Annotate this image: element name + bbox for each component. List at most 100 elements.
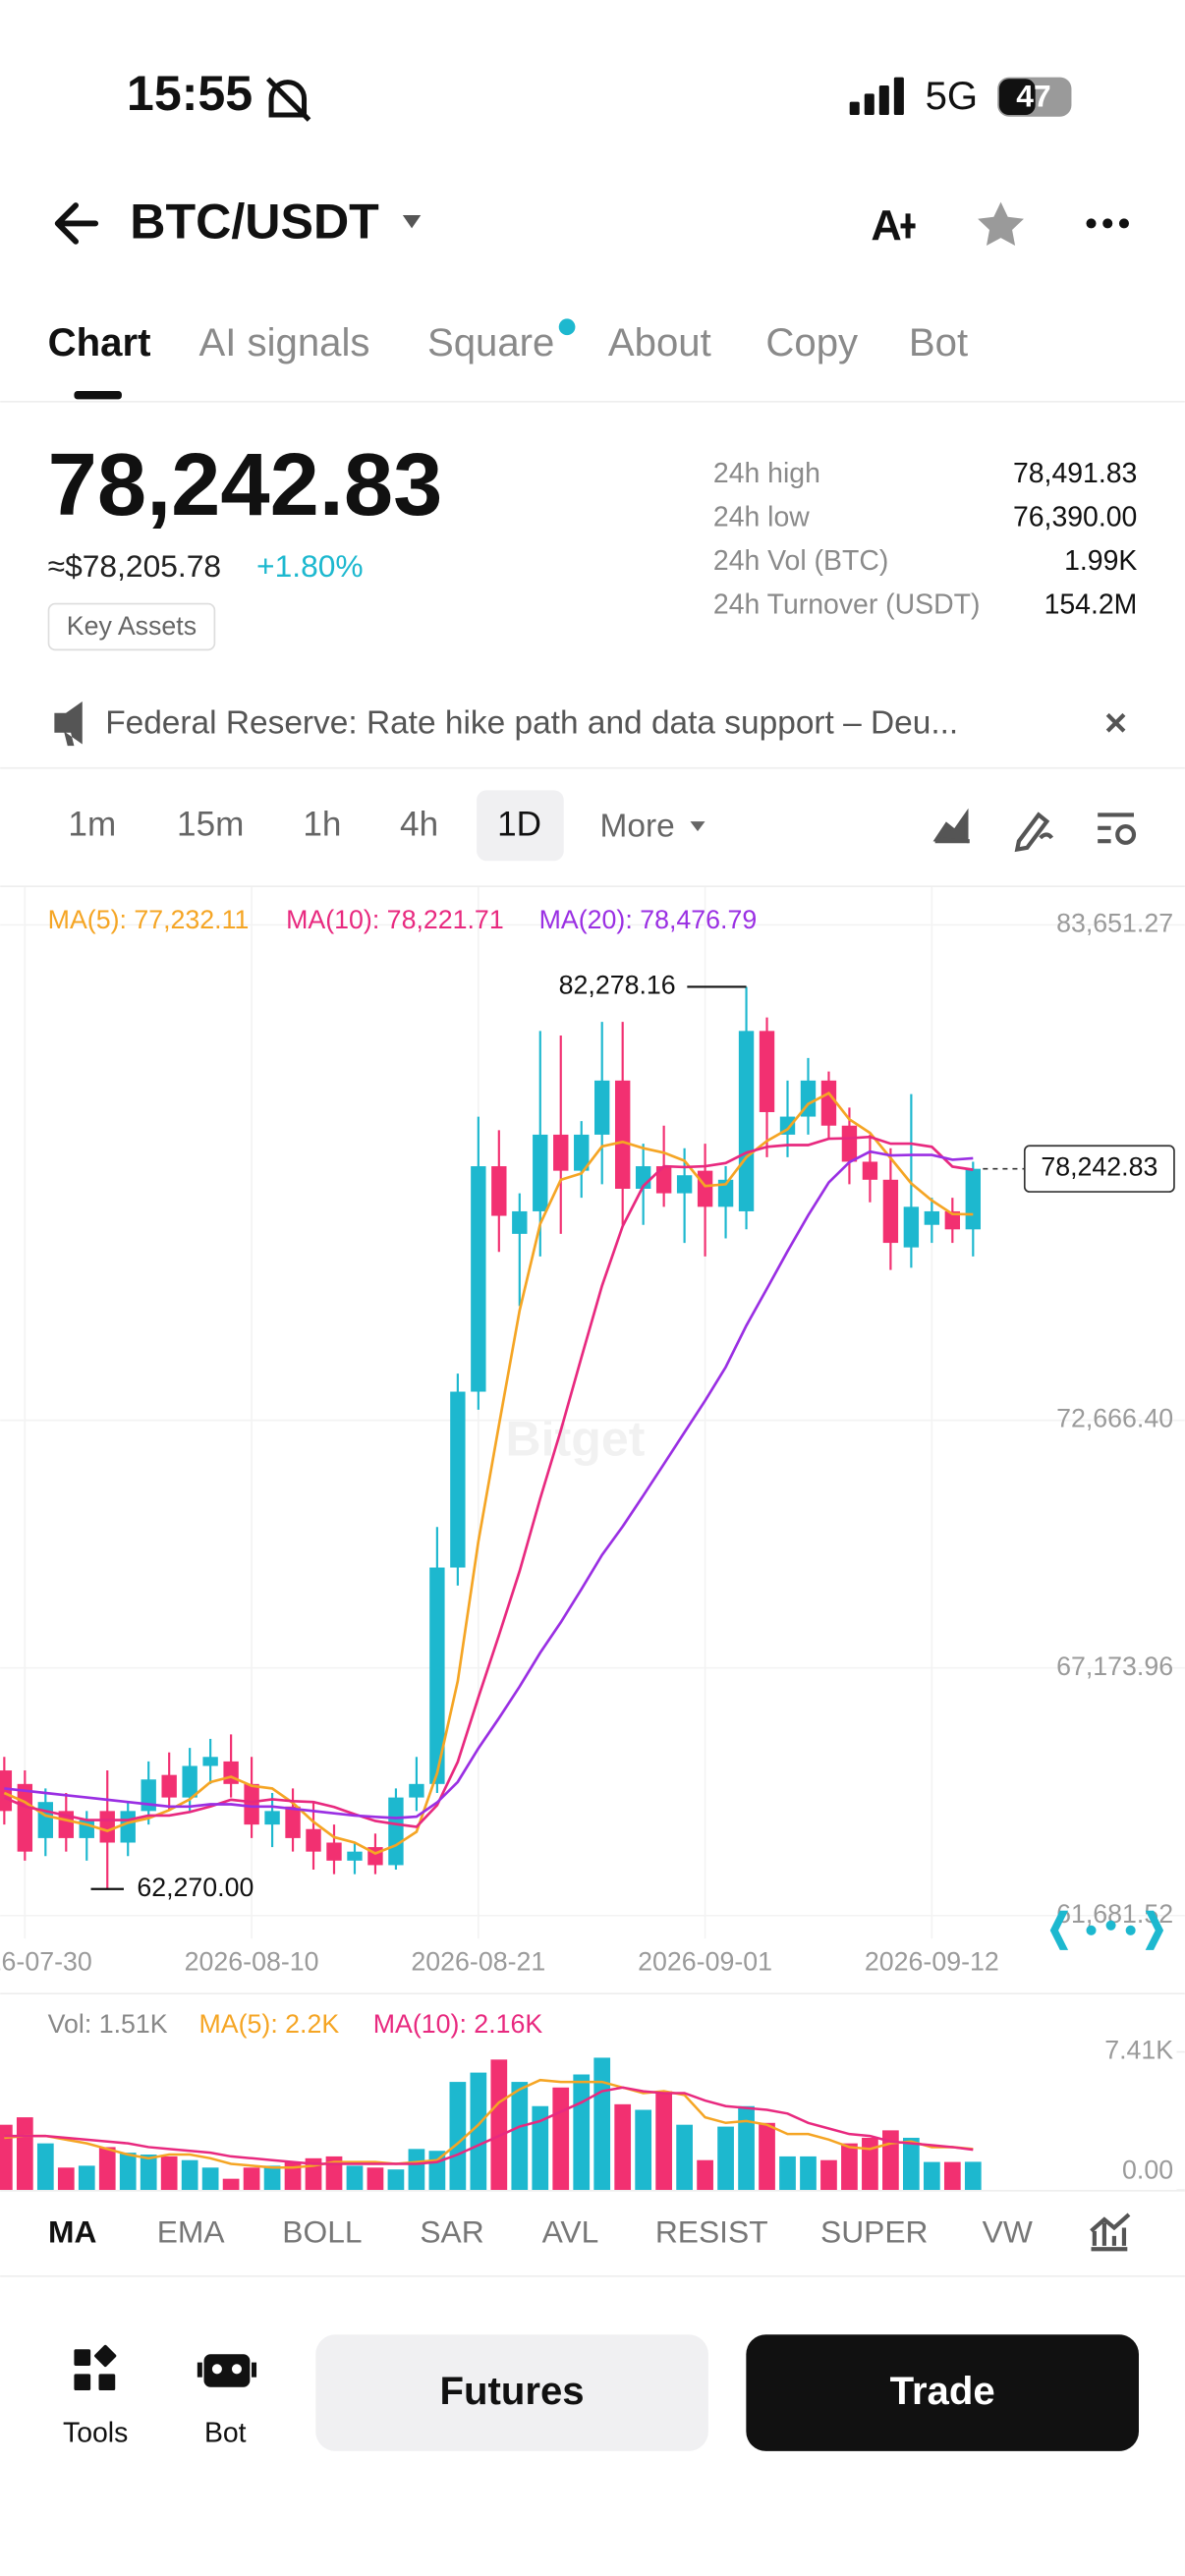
interval-option[interactable]: 1m (68, 805, 116, 843)
interval-option[interactable]: 15m (177, 805, 244, 843)
volume-bar (593, 2057, 611, 2191)
candle-body (533, 1134, 548, 1211)
back-button[interactable] (54, 202, 99, 245)
interval-option[interactable]: 1h (303, 805, 341, 843)
candle-body (347, 1851, 363, 1861)
tab[interactable]: AI signals (199, 320, 370, 364)
favorite-button[interactable] (978, 201, 1024, 246)
trade-button[interactable] (746, 2334, 1140, 2451)
tools-label[interactable]: Tools (63, 2418, 128, 2449)
futures-label[interactable]: Futures (439, 2369, 584, 2413)
close-button[interactable] (1105, 712, 1126, 733)
bot-label[interactable]: Bot (204, 2418, 247, 2449)
candle-body (120, 1811, 136, 1843)
high-label: 82,278.16 (559, 971, 676, 1000)
pair-title[interactable]: BTC/USDT (130, 194, 379, 249)
interval-bar: 1m 15m 1h 4h 1D (68, 805, 541, 843)
volume-bar (201, 2167, 219, 2191)
volume-bar (57, 2167, 75, 2191)
badge-label[interactable]: Key Assets (67, 611, 197, 641)
candle-body (965, 1168, 981, 1230)
volume-bar (614, 2103, 632, 2191)
interval-option[interactable]: 1D (497, 805, 541, 843)
more-button[interactable] (1086, 218, 1129, 229)
news-bar[interactable] (0, 676, 1185, 767)
candle-body (655, 1166, 672, 1194)
candle-body (697, 1170, 713, 1207)
tab[interactable]: Bot (909, 320, 968, 364)
volume-bar (78, 2165, 95, 2191)
indicator-tab[interactable]: RESIST (655, 2214, 768, 2250)
x-tick-label: 2026-09-01 (638, 1946, 772, 1976)
trade-label[interactable]: Trade (890, 2369, 995, 2413)
volume-bar (284, 2161, 302, 2191)
indicator-settings-button[interactable] (1090, 2212, 1131, 2252)
ma-legend: MA(5): 77,232.11 (48, 905, 250, 934)
indicator-tab[interactable]: EMA (157, 2214, 226, 2250)
indicator-tab[interactable]: VW (983, 2214, 1033, 2250)
futures-button[interactable] (315, 2334, 708, 2451)
volume-ma-legend: MA(10): 2.16K (373, 2009, 543, 2039)
candle-body (409, 1783, 424, 1798)
low-label: 62,270.00 (137, 1873, 254, 1902)
candle-body (264, 1811, 280, 1825)
badge[interactable] (47, 602, 216, 651)
y-tick-label: 72,666.40 (1056, 1404, 1173, 1433)
volume-bar (635, 2109, 652, 2191)
candle-body (17, 1783, 33, 1852)
interval-more[interactable]: More (600, 809, 675, 845)
candle-body (614, 1080, 631, 1189)
drawing-tool-button[interactable] (1014, 812, 1054, 853)
signal-icon (849, 77, 904, 116)
candle-body (512, 1210, 528, 1234)
chart-type-button[interactable] (932, 808, 970, 844)
settings-button[interactable] (1098, 812, 1137, 845)
indicator-tab[interactable]: BOLL (282, 2214, 362, 2250)
volume-bar (160, 2156, 178, 2191)
indicator-tab[interactable]: SAR (420, 2214, 483, 2250)
scroll-right-icon[interactable] (1049, 1910, 1164, 1950)
indicator-tab[interactable]: SUPER (820, 2214, 928, 2250)
tab[interactable]: Copy (765, 320, 858, 364)
news-text[interactable]: Federal Reserve: Rate hike path and data… (105, 704, 958, 741)
megaphone-icon (54, 701, 83, 747)
indicator-tab[interactable]: AVL (542, 2214, 599, 2250)
bot-icon[interactable] (197, 2354, 257, 2387)
font-size-button[interactable]: A (871, 202, 916, 250)
x-tick-label: 2026-08-21 (411, 1946, 545, 1976)
stat-label: 24h low (713, 501, 810, 532)
svg-text:A: A (871, 202, 901, 250)
volume-bar (903, 2137, 920, 2191)
pair-dropdown[interactable] (402, 215, 422, 229)
candle-body (574, 1134, 590, 1171)
candle-body (594, 1080, 610, 1135)
volume-bar (222, 2178, 240, 2191)
candle-body (141, 1779, 156, 1812)
mute-icon (265, 77, 311, 122)
tab[interactable]: Square (427, 320, 554, 364)
volume-bar (367, 2167, 384, 2191)
volume-bar (676, 2124, 693, 2191)
tab[interactable]: About (608, 320, 711, 364)
volume-bar (387, 2169, 405, 2191)
tab[interactable]: Chart (48, 320, 151, 364)
candle-body (306, 1828, 321, 1852)
y-tick-label: 7.41K (1104, 2036, 1173, 2065)
battery-label: 47 (1016, 79, 1050, 114)
volume-legend: Vol: 1.51K (48, 2009, 168, 2039)
y-tick-label: 0.00 (1122, 2156, 1173, 2185)
network-label: 5G (926, 74, 979, 118)
candle-body (244, 1783, 259, 1825)
tab-indicator (74, 390, 122, 400)
divider (0, 885, 1185, 887)
candle-body (676, 1175, 693, 1194)
candle-body (326, 1842, 342, 1861)
candle-body (202, 1757, 218, 1766)
candle-body (903, 1206, 920, 1248)
indicator-tab[interactable]: MA (48, 2214, 96, 2250)
interval-option[interactable]: 4h (400, 805, 438, 843)
status-time: 15:55 (127, 66, 253, 121)
y-tick-label: 67,173.96 (1056, 1652, 1173, 1681)
tools-icon[interactable] (74, 2344, 117, 2391)
